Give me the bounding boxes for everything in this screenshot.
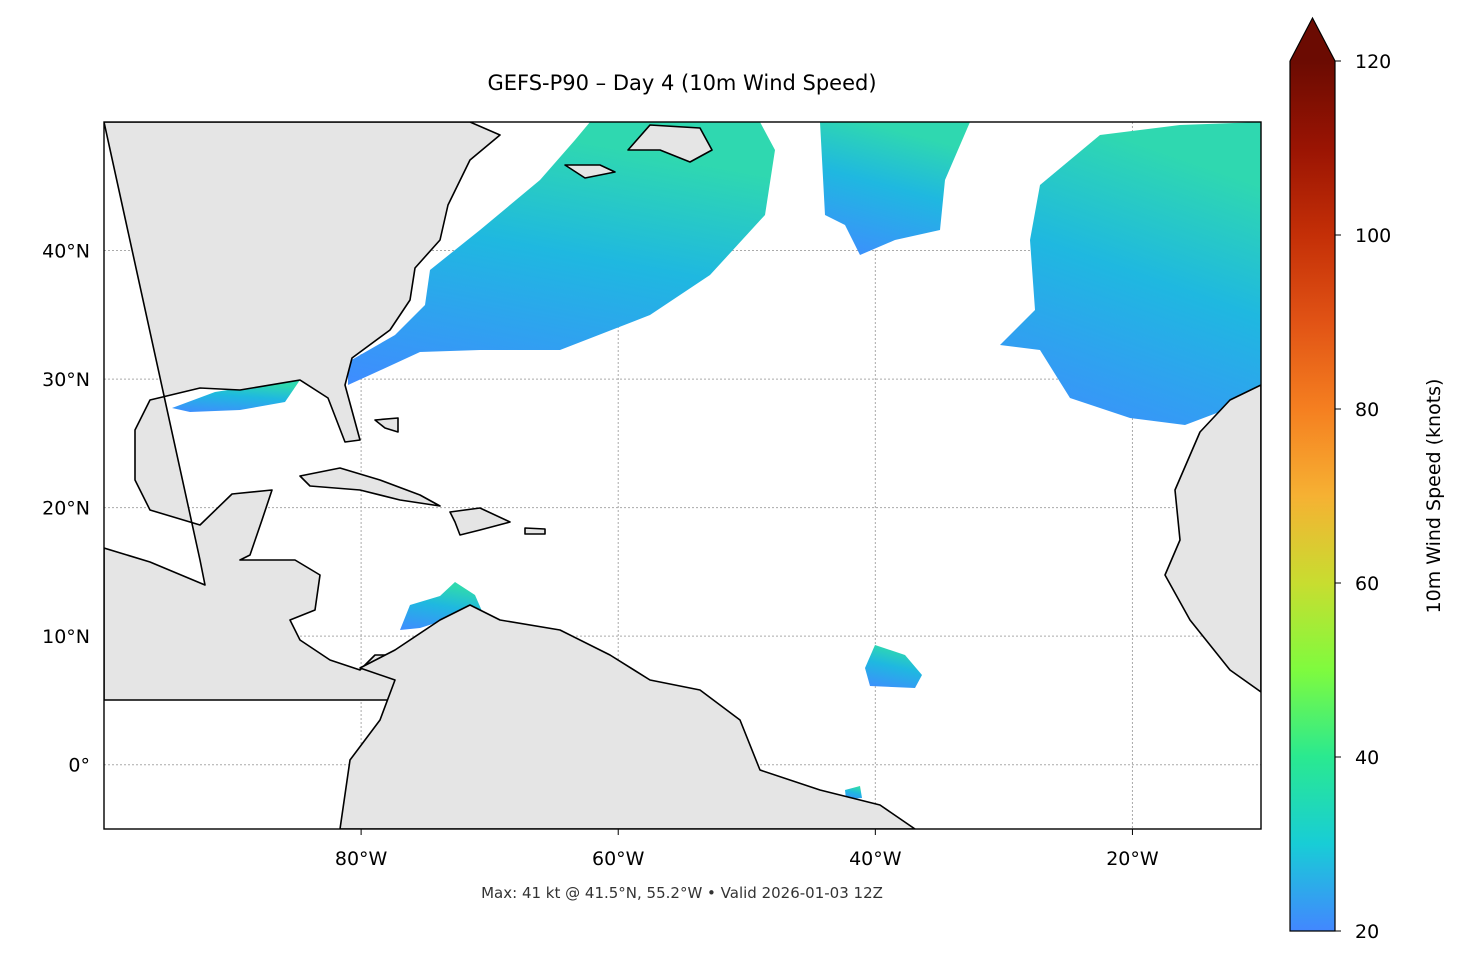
x-tick-label: 20°W (1106, 848, 1159, 870)
colorbar-tick-label: 20 (1355, 921, 1379, 943)
colorbar-tick-label: 120 (1355, 51, 1391, 73)
x-tick-label: 80°W (335, 848, 388, 870)
colorbar-tick-label: 100 (1355, 225, 1391, 247)
colorbar-label: 10m Wind Speed (knots) (1423, 379, 1445, 614)
wind-area (865, 645, 922, 688)
y-tick-label: 0° (68, 755, 90, 777)
land (564, 164, 616, 179)
y-tick-label: 30°N (42, 369, 90, 391)
land (339, 604, 916, 829)
wind-area (172, 380, 300, 412)
wind-area (845, 786, 862, 799)
land (524, 527, 546, 535)
colorbar-tick-label: 40 (1355, 747, 1379, 769)
colorbar-extend (1290, 18, 1335, 61)
y-tick-label: 20°N (42, 498, 90, 520)
wind-area (1000, 122, 1261, 425)
map-layer (104, 122, 1261, 829)
colorbar-tick-label: 80 (1355, 399, 1379, 421)
colorbar-frame (1289, 16, 1336, 932)
land (449, 507, 511, 536)
land (374, 417, 399, 433)
colorbar: 20 40 60 80 100 120 10m Wind Speed (knots) (1289, 16, 1445, 943)
map-frame (103, 121, 1262, 830)
colorbar-tick-label: 60 (1355, 573, 1379, 595)
x-tick-label: 40°W (849, 848, 902, 870)
y-tick-label: 10°N (42, 626, 90, 648)
land (627, 124, 713, 163)
colorbar-fill (1290, 61, 1335, 931)
wind-area (348, 122, 775, 385)
x-tick-label: 60°W (592, 848, 645, 870)
land (1164, 384, 1261, 693)
land (299, 467, 441, 507)
chart-title: GEFS-P90 – Day 4 (10m Wind Speed) (487, 71, 876, 95)
wind-area (820, 122, 970, 255)
y-tick-label: 40°N (42, 241, 90, 263)
annotation: Max: 41 kt @ 41.5°N, 55.2°W • Valid 2026… (481, 884, 883, 902)
